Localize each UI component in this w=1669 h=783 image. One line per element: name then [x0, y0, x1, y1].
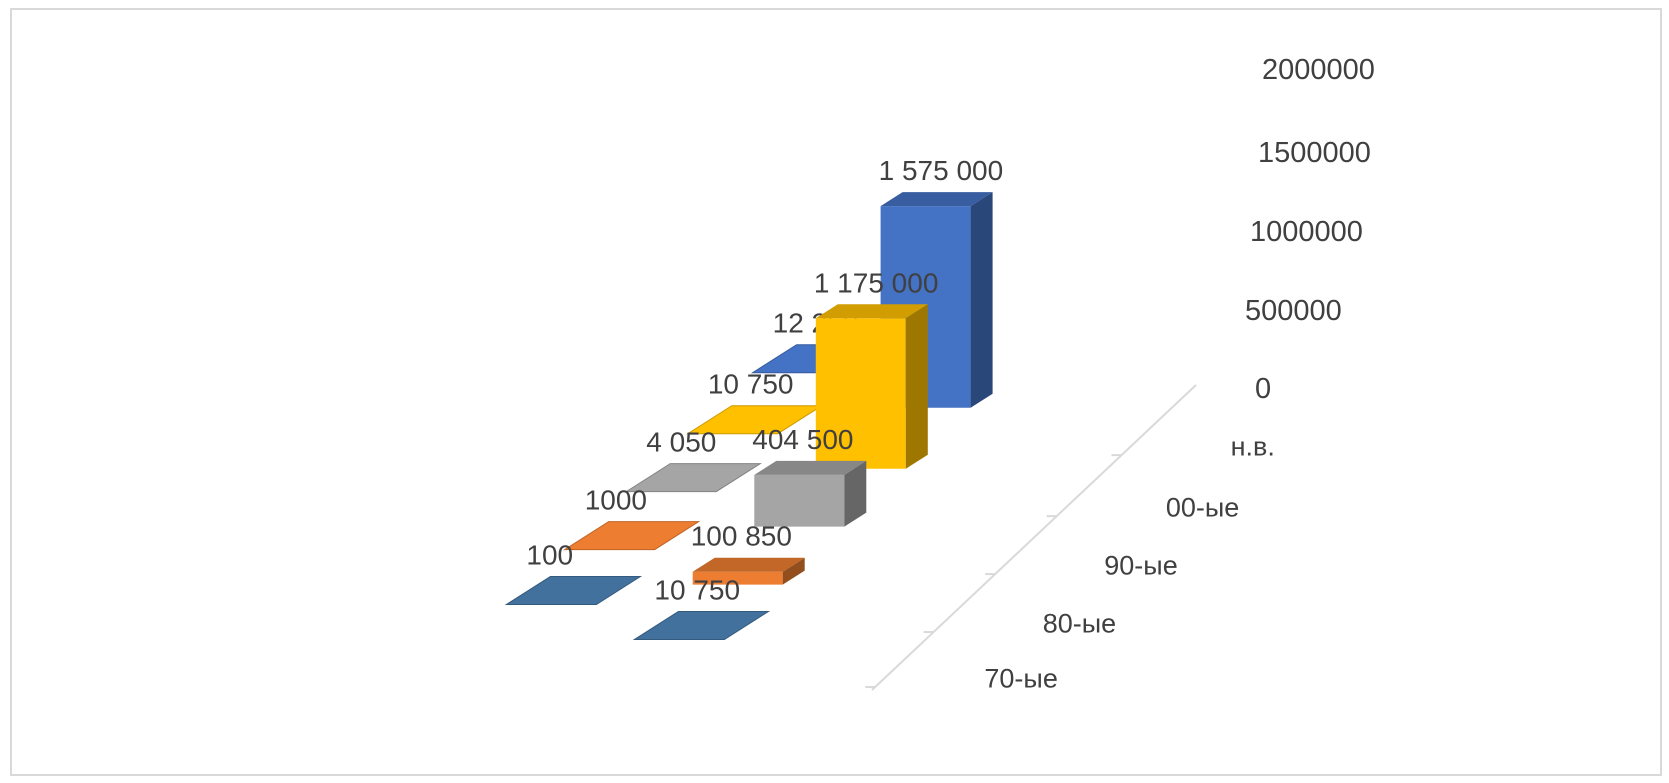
- y-tick-label: 1500000: [1258, 137, 1371, 169]
- y-tick-label: 1000000: [1250, 216, 1363, 248]
- depth-axis-line: [871, 384, 1197, 691]
- data-label: 1 575 000: [879, 155, 1004, 186]
- bar-top-face: [815, 304, 928, 319]
- bar-top-face: [504, 576, 643, 605]
- bar-top-face: [562, 521, 701, 551]
- data-label: 10 750: [708, 369, 794, 400]
- category-label: 00-ые: [1166, 493, 1239, 523]
- data-label: 100: [526, 540, 573, 571]
- data-label: 1000: [585, 485, 647, 516]
- data-label: 1 175 000: [814, 267, 939, 298]
- bar-front-face: [815, 318, 906, 469]
- y-tick-label: 0: [1255, 373, 1271, 405]
- category-label: 90-ые: [1104, 551, 1177, 581]
- y-tick-label: 2000000: [1262, 54, 1375, 86]
- bar-front-face: [692, 571, 783, 585]
- category-label: н.в.: [1231, 432, 1275, 462]
- bar-2-row-4: [815, 304, 928, 469]
- bar-front-face: [754, 474, 845, 527]
- bar-top-face: [632, 611, 771, 640]
- bar-top-face: [624, 463, 763, 493]
- bar-side-face: [905, 304, 928, 469]
- category-label: 70-ые: [984, 664, 1057, 694]
- bar-1-row-1: [504, 576, 643, 605]
- bar-1-row-3: [624, 463, 763, 493]
- bar-side-face: [970, 192, 993, 408]
- bar-top-face: [880, 192, 993, 207]
- data-label: 4 050: [646, 427, 716, 458]
- data-label: 404 500: [752, 424, 853, 455]
- bar-top-face: [692, 557, 805, 572]
- bar-2-row-3: [754, 460, 867, 527]
- bar-2-row-1: [632, 611, 771, 640]
- bar-side-face: [844, 460, 867, 527]
- bar-side-face: [782, 557, 805, 585]
- category-label: 80-ые: [1043, 609, 1116, 639]
- data-label: 100 850: [691, 521, 792, 552]
- bar-1-row-2: [562, 521, 701, 551]
- data-label: 10 750: [654, 575, 740, 606]
- bar-top-face: [754, 460, 867, 475]
- y-tick-label: 500000: [1245, 295, 1342, 327]
- bar-2-row-2: [692, 557, 805, 585]
